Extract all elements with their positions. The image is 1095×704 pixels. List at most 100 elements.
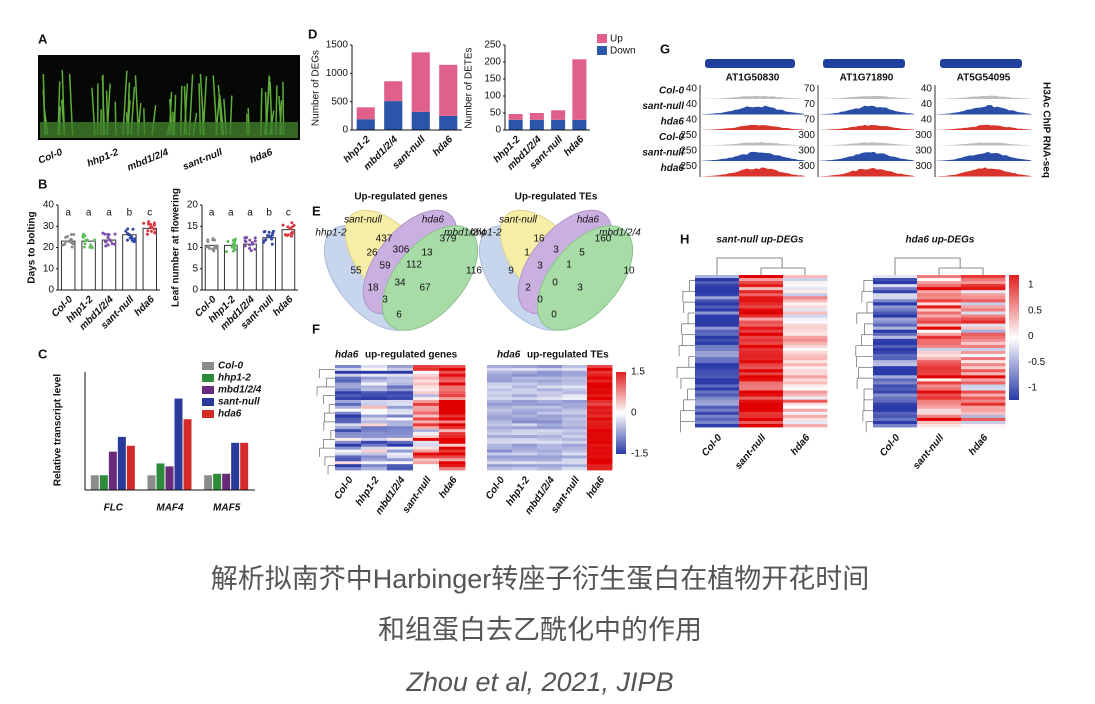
heatmap-cell [439, 379, 466, 383]
heatmap-cell [695, 347, 740, 352]
bar-segment [411, 111, 430, 130]
bar [204, 475, 213, 490]
data-point [286, 225, 290, 229]
heatmap-cell [873, 390, 918, 394]
y-tick-label: 20 [187, 200, 199, 211]
heatmap-cell [917, 378, 962, 382]
heatmap-cell [873, 381, 918, 385]
heatmap-cell [739, 281, 784, 285]
heatmap-cell [961, 366, 1006, 370]
citation: Zhou et al, 2021, JIPB [405, 667, 673, 697]
heatmap-cell [961, 399, 1006, 404]
heatmap-cell [739, 311, 784, 315]
heatmap-cell [439, 437, 466, 442]
heatmap-cell [873, 332, 918, 337]
heatmap-cell [439, 417, 466, 421]
track-scale: 250 [680, 161, 697, 172]
coverage-track [702, 167, 805, 177]
y-tick-label: 0 [495, 125, 501, 136]
heatmap-cell [961, 347, 1006, 352]
data-point [83, 242, 87, 246]
scale-label: 1.5 [631, 367, 645, 378]
heatmap-cell [512, 464, 538, 468]
genotype-label: mbd1/2/4 [126, 147, 171, 174]
venn-shapes [323, 209, 634, 331]
heatmap-cell [562, 391, 588, 395]
heatmap-cell [537, 417, 563, 421]
data-point [243, 244, 247, 248]
heatmap-cell [783, 369, 828, 373]
data-point [133, 237, 137, 241]
heatmap-cell [562, 370, 588, 375]
heatmap-cell [562, 385, 588, 389]
heatmap-cell [783, 414, 828, 419]
heatmap-cell [917, 381, 962, 385]
heatmap-cell [562, 432, 588, 436]
data-point [101, 231, 105, 235]
track-scale: 300 [798, 161, 815, 172]
heatmap-cell [587, 452, 613, 456]
heatmap-cell [335, 458, 362, 462]
heatmap-cell [413, 394, 440, 398]
track-scale: 70 [804, 84, 816, 95]
column-label: hda6 [789, 432, 813, 457]
heatmap-cell [695, 302, 740, 306]
coverage-track [820, 151, 915, 161]
heatmap-cell [587, 426, 613, 430]
panel-label: B [38, 176, 47, 191]
heatmap-cell [783, 281, 828, 285]
heatmap-cell [512, 365, 538, 369]
y-tick-label: 20 [43, 242, 55, 253]
heatmap-cell [439, 400, 466, 404]
x-tick-label: hda6 [431, 134, 456, 159]
heatmap-cell [537, 440, 563, 445]
heatmap-cell [387, 373, 414, 378]
heatmap-cell [413, 397, 440, 401]
heatmap-cell [439, 402, 466, 407]
heatmap-cell [961, 308, 1006, 312]
coverage-track [702, 124, 805, 130]
heatmap-cell [961, 317, 1006, 321]
heatmap-cell [512, 382, 538, 386]
heatmap-cell [917, 408, 962, 413]
heatmap-cell [873, 369, 918, 373]
heatmap-cell [917, 284, 962, 288]
heatmap-cell [695, 308, 740, 312]
data-point [93, 238, 97, 242]
heatmap-cell [537, 367, 563, 372]
heatmap-cell [361, 382, 388, 386]
heatmap-cell [387, 394, 414, 398]
heatmap-cell [695, 369, 740, 373]
heatmap-cell [587, 467, 613, 471]
heatmap-cell [361, 402, 388, 407]
heatmap-cell [961, 417, 1006, 422]
venn-count: 0 [551, 310, 557, 321]
data-point [106, 235, 110, 239]
heatmap-cell [739, 338, 784, 343]
heatmap-cell [739, 363, 784, 367]
track-scale: 300 [798, 146, 815, 157]
heatmap-cell [413, 382, 440, 386]
data-point [142, 221, 146, 225]
heatmap-cell [917, 414, 962, 419]
data-point [211, 238, 215, 242]
set-label: mbd1/2/4 [599, 228, 641, 239]
coverage-track [702, 151, 805, 161]
heatmap-cell [361, 417, 388, 421]
venn-count: 67 [419, 283, 431, 294]
heatmap-cell [783, 347, 828, 352]
heatmap-cell [413, 370, 440, 375]
heatmap-cell [487, 446, 513, 450]
heatmap-cell [387, 461, 414, 465]
x-tick-label: hda6 [271, 294, 296, 319]
heatmap-cell [873, 326, 918, 331]
heatmap-cell [335, 435, 362, 439]
y-tick-label: 50 [490, 108, 502, 119]
heatmap-cell [413, 435, 440, 439]
venn-count: 10 [623, 266, 635, 277]
y-tick-label: 0 [342, 125, 348, 136]
legend-label: Up [610, 34, 623, 45]
heatmap-cell [537, 370, 563, 375]
heatmap-cell [439, 452, 466, 456]
